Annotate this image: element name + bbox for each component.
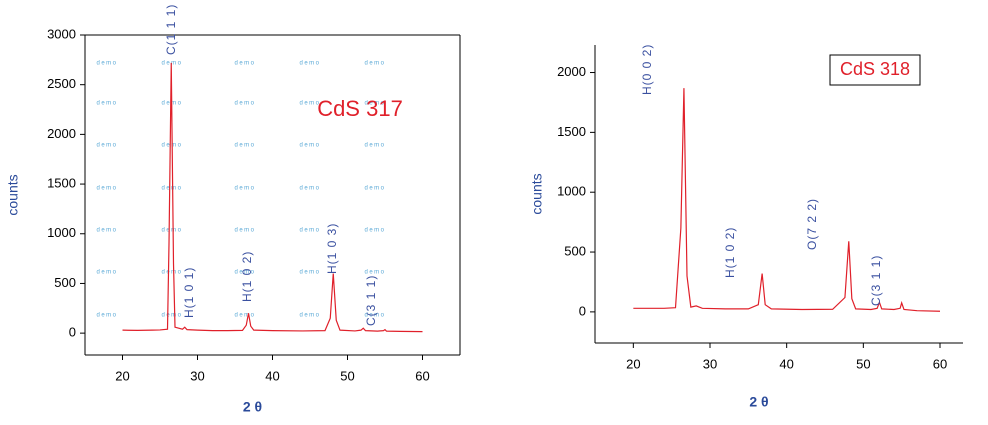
y-tick-label: 1500 (47, 176, 76, 191)
x-tick-label: 50 (856, 356, 870, 371)
watermark: demo (96, 186, 117, 192)
x-tick-label: 30 (190, 368, 204, 383)
watermark: demo (234, 270, 255, 276)
x-tick-label: 40 (779, 356, 793, 371)
watermark: demo (234, 228, 255, 234)
x-tick-label: 40 (265, 368, 279, 383)
watermark: demo (234, 101, 255, 107)
chart-title: CdS 317 (317, 96, 403, 121)
watermark: demo (364, 313, 385, 319)
watermark: demo (364, 228, 385, 234)
watermark: demo (299, 313, 320, 319)
watermark: demo (299, 143, 320, 149)
y-tick-label: 3000 (47, 26, 76, 41)
chart-title: CdS 318 (840, 59, 910, 79)
watermark: demo (161, 270, 182, 276)
watermark: demo (161, 228, 182, 234)
watermark: demo (96, 61, 117, 67)
watermark: demo (364, 270, 385, 276)
peak-label: H(1 0 2) (723, 227, 737, 278)
watermark: demo (299, 61, 320, 67)
watermark: demo (299, 270, 320, 276)
peak-label: O(7 2 2) (805, 198, 819, 250)
y-tick-label: 1500 (557, 124, 586, 139)
watermark: demo (364, 143, 385, 149)
peak-label: H(0 0 2) (640, 44, 654, 95)
peak-label: C(3 1 1) (364, 275, 378, 326)
spectrum-line (122, 62, 423, 333)
title-box (829, 54, 921, 86)
x-tick-label: 60 (933, 356, 947, 371)
y-tick-label: 1000 (47, 225, 76, 240)
y-tick-label: 500 (564, 243, 586, 258)
x-tick-label: 30 (703, 356, 717, 371)
x-axis-label: 2 θ (749, 394, 768, 410)
watermark: demo (234, 61, 255, 67)
watermark: demo (299, 186, 320, 192)
x-tick-label: 20 (626, 356, 640, 371)
peak-label: C(3 1 1) (869, 255, 883, 306)
y-tick-label: 500 (54, 275, 76, 290)
watermark: demo (234, 143, 255, 149)
y-tick-label: 2000 (47, 126, 76, 141)
watermark: demo (161, 186, 182, 192)
watermark: demo (96, 270, 117, 276)
watermark: demo (161, 143, 182, 149)
y-tick-label: 2000 (557, 64, 586, 79)
spectrum-line (633, 88, 941, 312)
watermark: demo (96, 313, 117, 319)
y-tick-label: 1000 (557, 184, 586, 199)
watermark: demo (234, 186, 255, 192)
watermark: demo (161, 313, 182, 319)
y-axis-label: counts (5, 174, 21, 215)
peak-label: H(1 0 3) (325, 223, 339, 274)
watermark: demo (234, 313, 255, 319)
watermark: demo (96, 101, 117, 107)
x-tick-label: 60 (415, 368, 429, 383)
watermark: demo (364, 186, 385, 192)
peak-label: C(1 1 1) (164, 4, 178, 55)
x-axis-label: 2 θ (243, 399, 262, 415)
y-tick-label: 2500 (47, 76, 76, 91)
peak-label: H(1 0 1) (182, 267, 196, 318)
watermark: demo (96, 228, 117, 234)
y-tick-label: 0 (579, 303, 586, 318)
y-axis-label: counts (529, 173, 545, 214)
x-tick-label: 20 (115, 368, 129, 383)
y-tick-label: 0 (69, 325, 76, 340)
watermark: demo (299, 101, 320, 107)
peak-label: H(1 0 2) (240, 251, 254, 302)
watermark: demo (161, 61, 182, 67)
x-tick-label: 50 (340, 368, 354, 383)
watermark: demo (364, 61, 385, 67)
watermark: demo (299, 228, 320, 234)
watermark: demo (364, 101, 385, 107)
watermark: demo (96, 143, 117, 149)
